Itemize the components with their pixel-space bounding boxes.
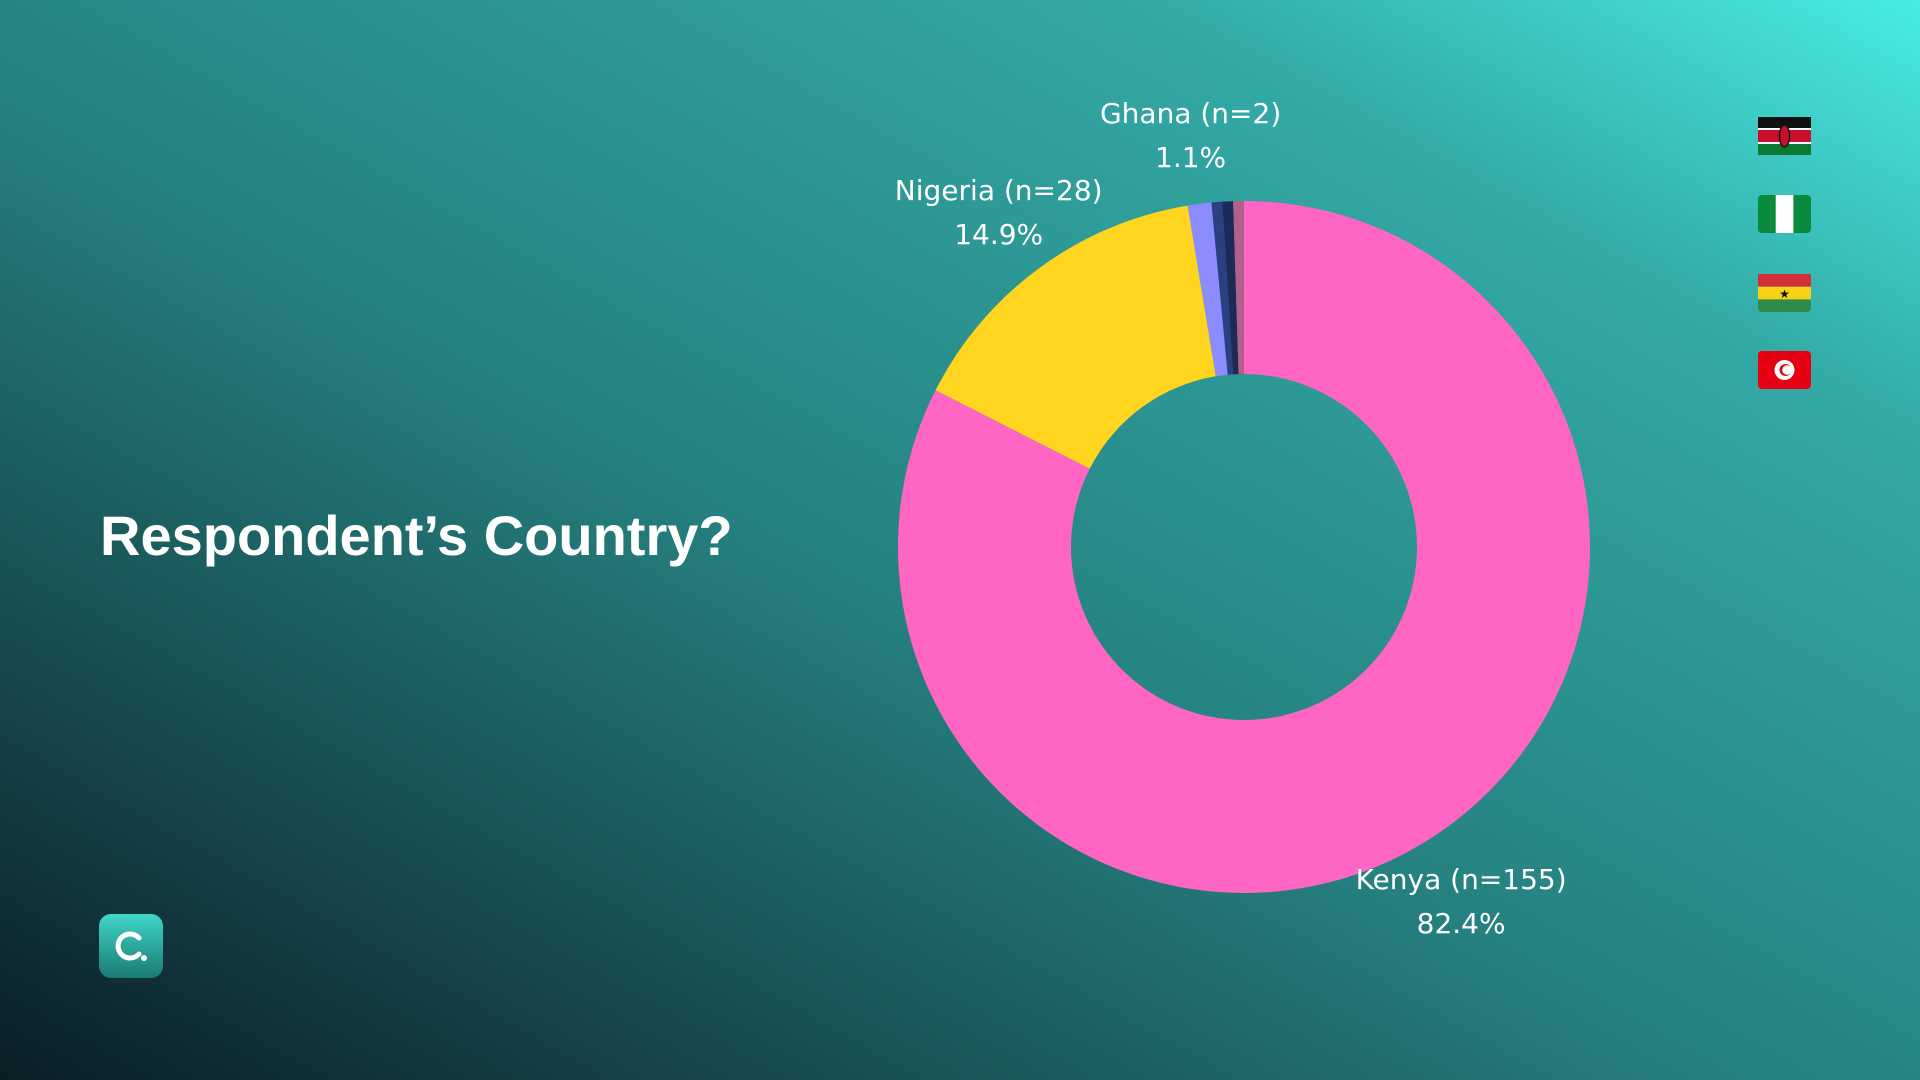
donut-slice (1211, 201, 1234, 375)
donut-slice (898, 201, 1591, 893)
flag-kenya (1758, 117, 1811, 155)
donut-slice (935, 205, 1216, 469)
flag-nigeria (1758, 195, 1811, 233)
donut-slice (1187, 202, 1228, 377)
slice-label: Kenya (n=155) (1356, 863, 1567, 896)
slice-label: Ghana (n=2) (1100, 97, 1281, 130)
value-label: 82.4% (1417, 907, 1506, 940)
value-label: 14.9% (954, 218, 1043, 251)
flag-ghana: ★ (1758, 274, 1811, 312)
flag-tunisia (1758, 351, 1811, 389)
donut-slice (1222, 201, 1239, 375)
donut-chart: Kenya (n=155) 82.4% Nigeria (n=28) 14.9% Gha… (895, 97, 1591, 940)
value-label: 1.1% (1155, 141, 1226, 174)
slice-label: Nigeria (n=28) (895, 174, 1103, 207)
svg-text:★: ★ (1779, 287, 1790, 301)
logo[interactable] (99, 914, 163, 978)
chart-title: Respondent’s Country? (100, 504, 733, 567)
donut-slice (1233, 201, 1244, 375)
